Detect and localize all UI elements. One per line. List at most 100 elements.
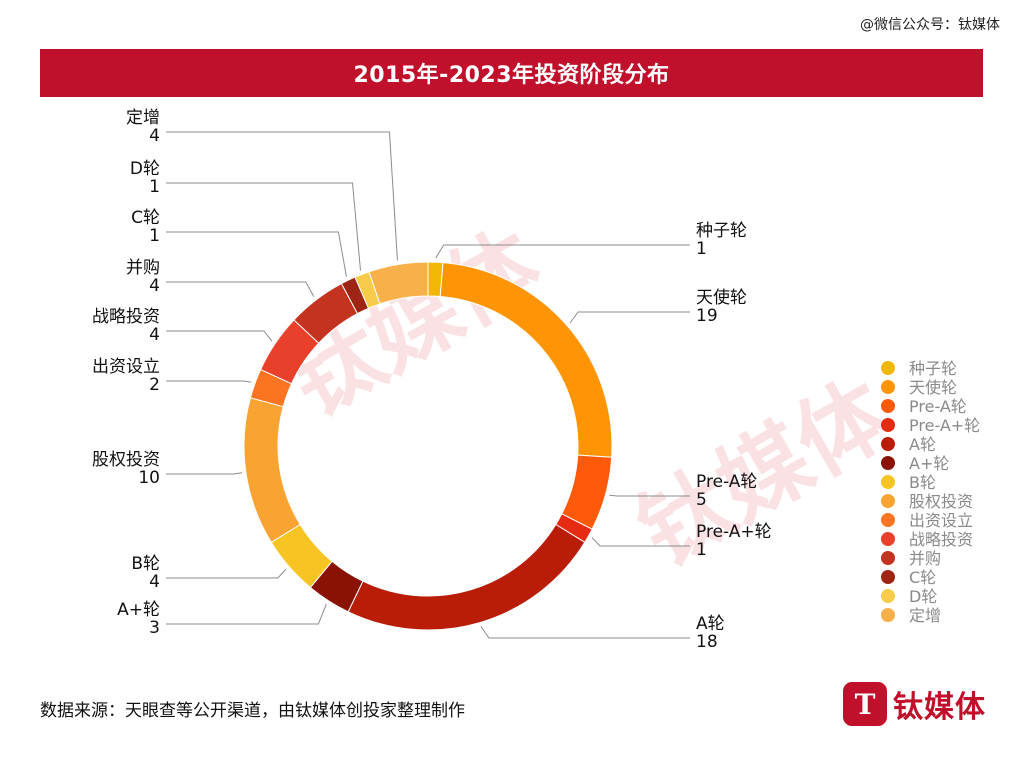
leader-line-天使轮: [569, 311, 690, 324]
legend-item-c轮: C轮: [881, 568, 936, 587]
brand-logo: T 钛媒体: [843, 682, 986, 726]
data-source-note: 数据来源：天眼查等公开渠道，由钛媒体创投家整理制作: [40, 701, 465, 721]
leader-line-出资设立: [166, 380, 252, 383]
data-label-value: 10: [138, 468, 160, 488]
data-label-name: 股权投资: [92, 450, 160, 470]
data-label-name: 出资设立: [92, 357, 160, 377]
legend-item-定增: 定增: [881, 606, 941, 625]
donut-slice-a轮: [347, 523, 586, 631]
data-label-value: 4: [149, 325, 160, 345]
leader-line-c轮: [166, 231, 347, 277]
leader-line-股权投资: [166, 472, 242, 475]
data-label-value: 2: [149, 375, 160, 395]
legend-label: Pre-A轮: [909, 397, 967, 416]
legend-swatch: [881, 456, 895, 470]
watermark-text: 钛媒体: [622, 361, 908, 587]
legend-label: A+轮: [909, 454, 949, 473]
legend-label: 出资设立: [909, 511, 973, 530]
data-label-value: 1: [149, 177, 160, 197]
legend-label: B轮: [909, 473, 936, 492]
data-label-value: 19: [696, 306, 718, 326]
legend-swatch: [881, 361, 895, 375]
data-label-name: 并购: [126, 258, 160, 278]
legend-swatch: [881, 608, 895, 622]
legend-swatch: [881, 418, 895, 432]
leader-line-战略投资: [166, 330, 273, 342]
data-label-name: 天使轮: [696, 287, 747, 308]
data-label-value: 3: [149, 618, 160, 638]
data-label-name: 定增: [126, 108, 160, 128]
legend-label: C轮: [909, 568, 936, 587]
leader-line-b轮: [166, 568, 287, 579]
legend-swatch: [881, 570, 895, 584]
legend-label: 定增: [909, 606, 941, 625]
legend-item-d轮: D轮: [881, 587, 937, 606]
brand-logo-icon: T: [843, 682, 887, 726]
donut-slices: [243, 261, 613, 631]
data-label-name: C轮: [131, 208, 160, 228]
legend-item-b轮: B轮: [881, 473, 936, 492]
legend-swatch: [881, 494, 895, 508]
legend-item-战略投资: 战略投资: [881, 530, 973, 549]
data-labels: 种子轮1天使轮19Pre-A轮5Pre-A+轮1A轮18A+轮3B轮4股权投资1…: [92, 108, 772, 652]
legend-label: 天使轮: [909, 378, 957, 397]
legend: 种子轮天使轮Pre-A轮Pre-A+轮A轮A+轮B轮股权投资出资设立战略投资并购…: [881, 359, 980, 625]
data-label-name: B轮: [131, 554, 160, 574]
legend-swatch: [881, 532, 895, 546]
legend-label: 战略投资: [909, 530, 973, 549]
legend-label: 股权投资: [909, 492, 973, 511]
legend-item-出资设立: 出资设立: [881, 511, 973, 530]
legend-label: A轮: [909, 435, 936, 454]
leader-line-d轮: [166, 182, 362, 271]
data-label-value: 4: [149, 126, 160, 146]
data-label-value: 1: [149, 226, 160, 246]
leader-line-a-plus轮: [166, 603, 327, 625]
legend-swatch: [881, 399, 895, 413]
data-label-value: 1: [696, 540, 707, 560]
brand-name: 钛媒体: [893, 690, 986, 725]
legend-item-并购: 并购: [881, 549, 941, 568]
leader-line-a轮: [480, 626, 690, 639]
title-banner: 2015年-2023年投资阶段分布: [40, 49, 983, 97]
data-label-name: D轮: [130, 159, 160, 179]
legend-item-pre-a轮: Pre-A轮: [881, 397, 967, 416]
legend-label: Pre-A+轮: [909, 416, 980, 435]
legend-item-股权投资: 股权投资: [881, 492, 973, 511]
data-label-name: Pre-A+轮: [696, 522, 772, 542]
legend-item-a-plus轮: A+轮: [881, 454, 949, 473]
wechat-account-label: @微信公众号：钛媒体: [860, 17, 1000, 33]
data-label-value: 5: [696, 490, 707, 510]
data-label-value: 4: [149, 276, 160, 296]
legend-swatch: [881, 551, 895, 565]
legend-item-pre-a-plus轮: Pre-A+轮: [881, 416, 980, 435]
chart-title: 2015年-2023年投资阶段分布: [353, 63, 670, 88]
legend-swatch: [881, 437, 895, 451]
donut-slice-定增: [368, 261, 429, 305]
legend-item-a轮: A轮: [881, 435, 936, 454]
legend-swatch: [881, 513, 895, 527]
legend-label: D轮: [909, 587, 937, 606]
data-label-name: A+轮: [117, 600, 160, 620]
leader-lines: [166, 131, 690, 639]
legend-item-天使轮: 天使轮: [881, 378, 957, 397]
leader-line-pre-a轮: [609, 494, 690, 497]
legend-swatch: [881, 380, 895, 394]
leader-line-并购: [166, 281, 315, 297]
legend-item-种子轮: 种子轮: [881, 359, 957, 378]
donut-slice-天使轮: [439, 262, 613, 458]
leader-line-种子轮: [435, 244, 690, 259]
legend-swatch: [881, 475, 895, 489]
leader-line-定增: [166, 131, 398, 261]
legend-label: 并购: [909, 549, 941, 568]
data-label-name: A轮: [696, 614, 725, 634]
data-label-value: 18: [696, 632, 718, 652]
data-label-value: 4: [149, 572, 160, 592]
data-label-name: 种子轮: [696, 221, 747, 241]
legend-swatch: [881, 589, 895, 603]
data-label-name: Pre-A轮: [696, 472, 757, 492]
data-label-name: 战略投资: [92, 307, 160, 327]
donut-slice-股权投资: [243, 397, 301, 543]
leader-line-pre-a-plus轮: [591, 537, 690, 547]
legend-label: 种子轮: [909, 359, 957, 378]
